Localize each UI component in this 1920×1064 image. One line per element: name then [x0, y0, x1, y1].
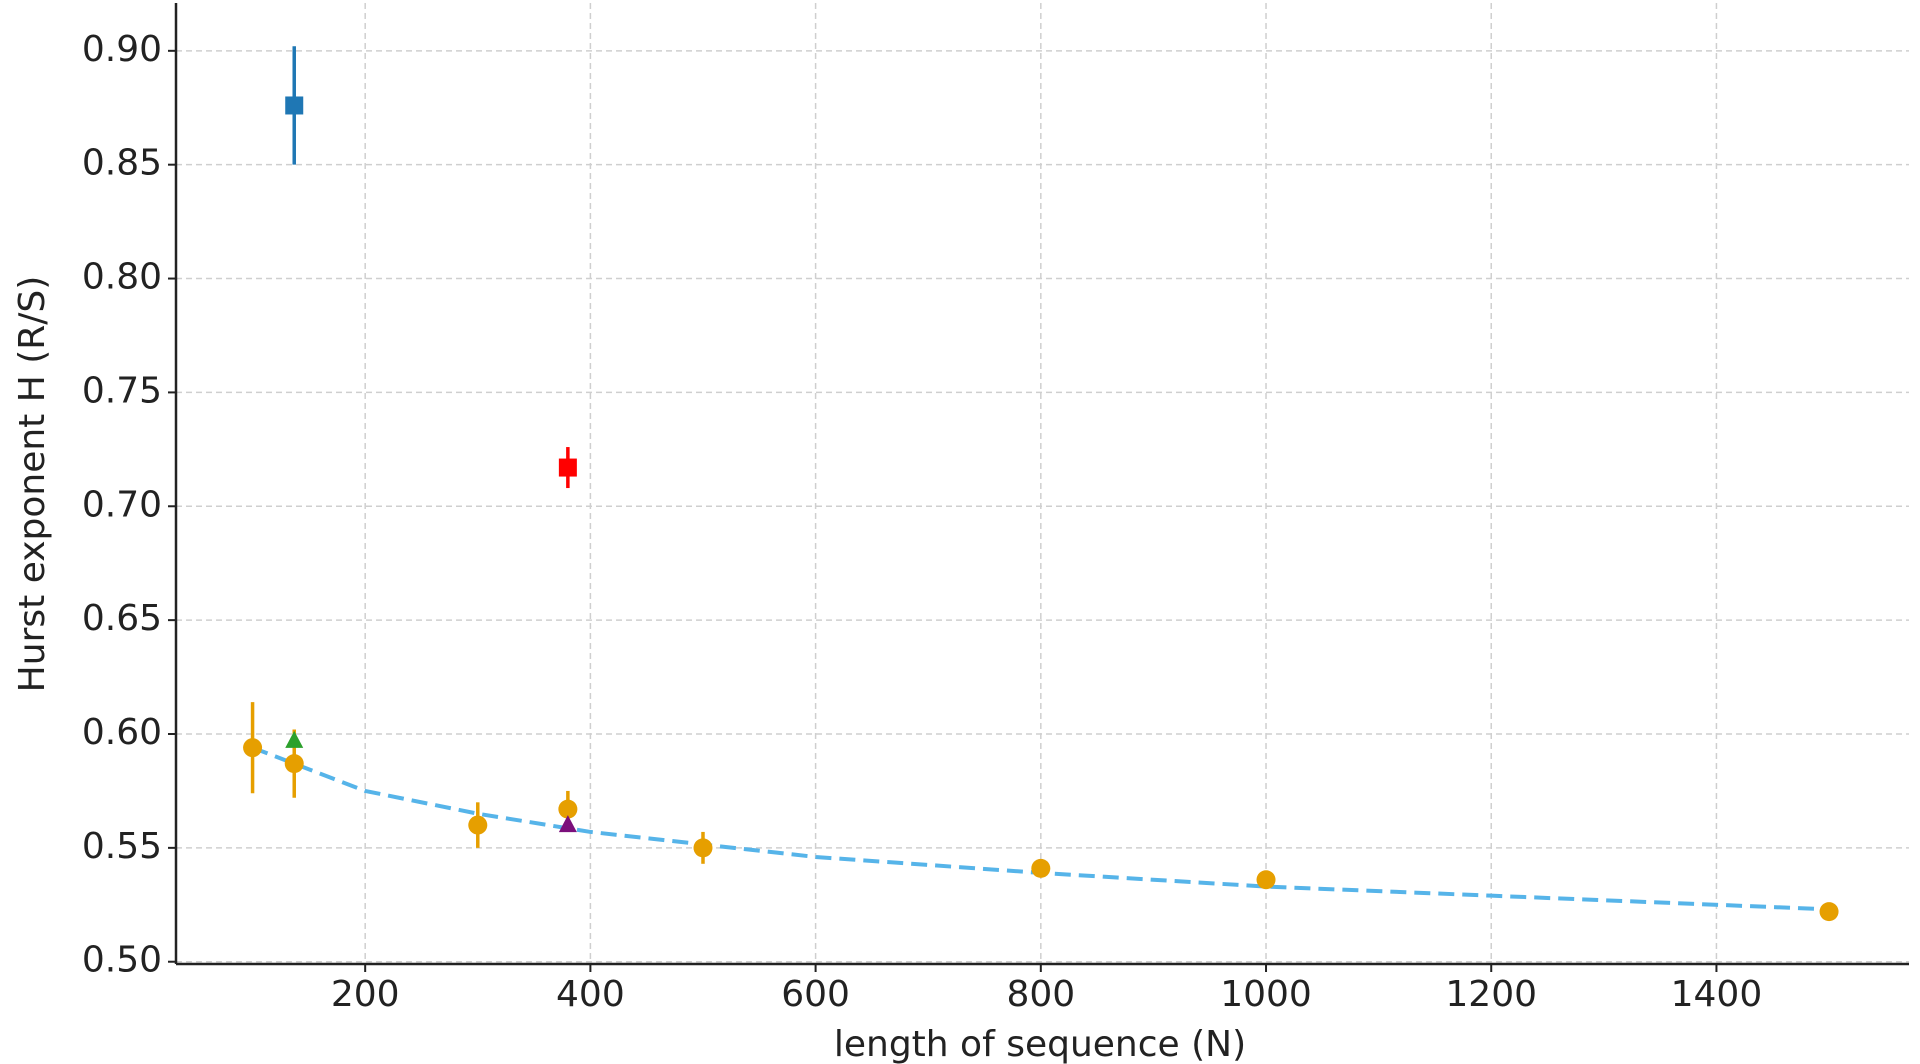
- x-tick-label: 600: [781, 974, 850, 1015]
- y-tick-label: 0.90: [82, 29, 162, 70]
- y-tick-label: 0.70: [82, 484, 162, 525]
- x-tick-label: 1400: [1671, 974, 1763, 1015]
- marker: [1031, 858, 1051, 878]
- fit-line: [251, 745, 1830, 912]
- x-tick-label: 1200: [1445, 974, 1537, 1015]
- marker: [558, 799, 578, 819]
- marker: [468, 815, 488, 835]
- x-tick-label: 1000: [1220, 974, 1312, 1015]
- marker: [284, 754, 304, 774]
- y-tick-label: 0.85: [82, 143, 162, 184]
- y-tick-label: 0.80: [82, 257, 162, 298]
- marker: [558, 458, 577, 477]
- marker: [693, 838, 713, 858]
- y-tick-label: 0.60: [82, 712, 162, 753]
- y-tick-label: 0.50: [82, 940, 162, 981]
- y-axis-title: Hurst exponent H (R/S): [12, 276, 53, 693]
- x-axis-title: length of sequence (N): [834, 1024, 1246, 1064]
- marker: [285, 730, 304, 748]
- marker: [285, 96, 304, 115]
- x-tick-label: 200: [331, 974, 400, 1015]
- y-tick-label: 0.55: [82, 826, 162, 867]
- y-tick-label: 0.75: [82, 370, 162, 411]
- x-tick-label: 400: [556, 974, 625, 1015]
- marker: [1256, 870, 1276, 890]
- y-tick-label: 0.65: [82, 598, 162, 639]
- marker: [1819, 902, 1839, 922]
- x-tick-label: 800: [1006, 974, 1075, 1015]
- marker: [243, 738, 263, 758]
- marker: [558, 815, 577, 833]
